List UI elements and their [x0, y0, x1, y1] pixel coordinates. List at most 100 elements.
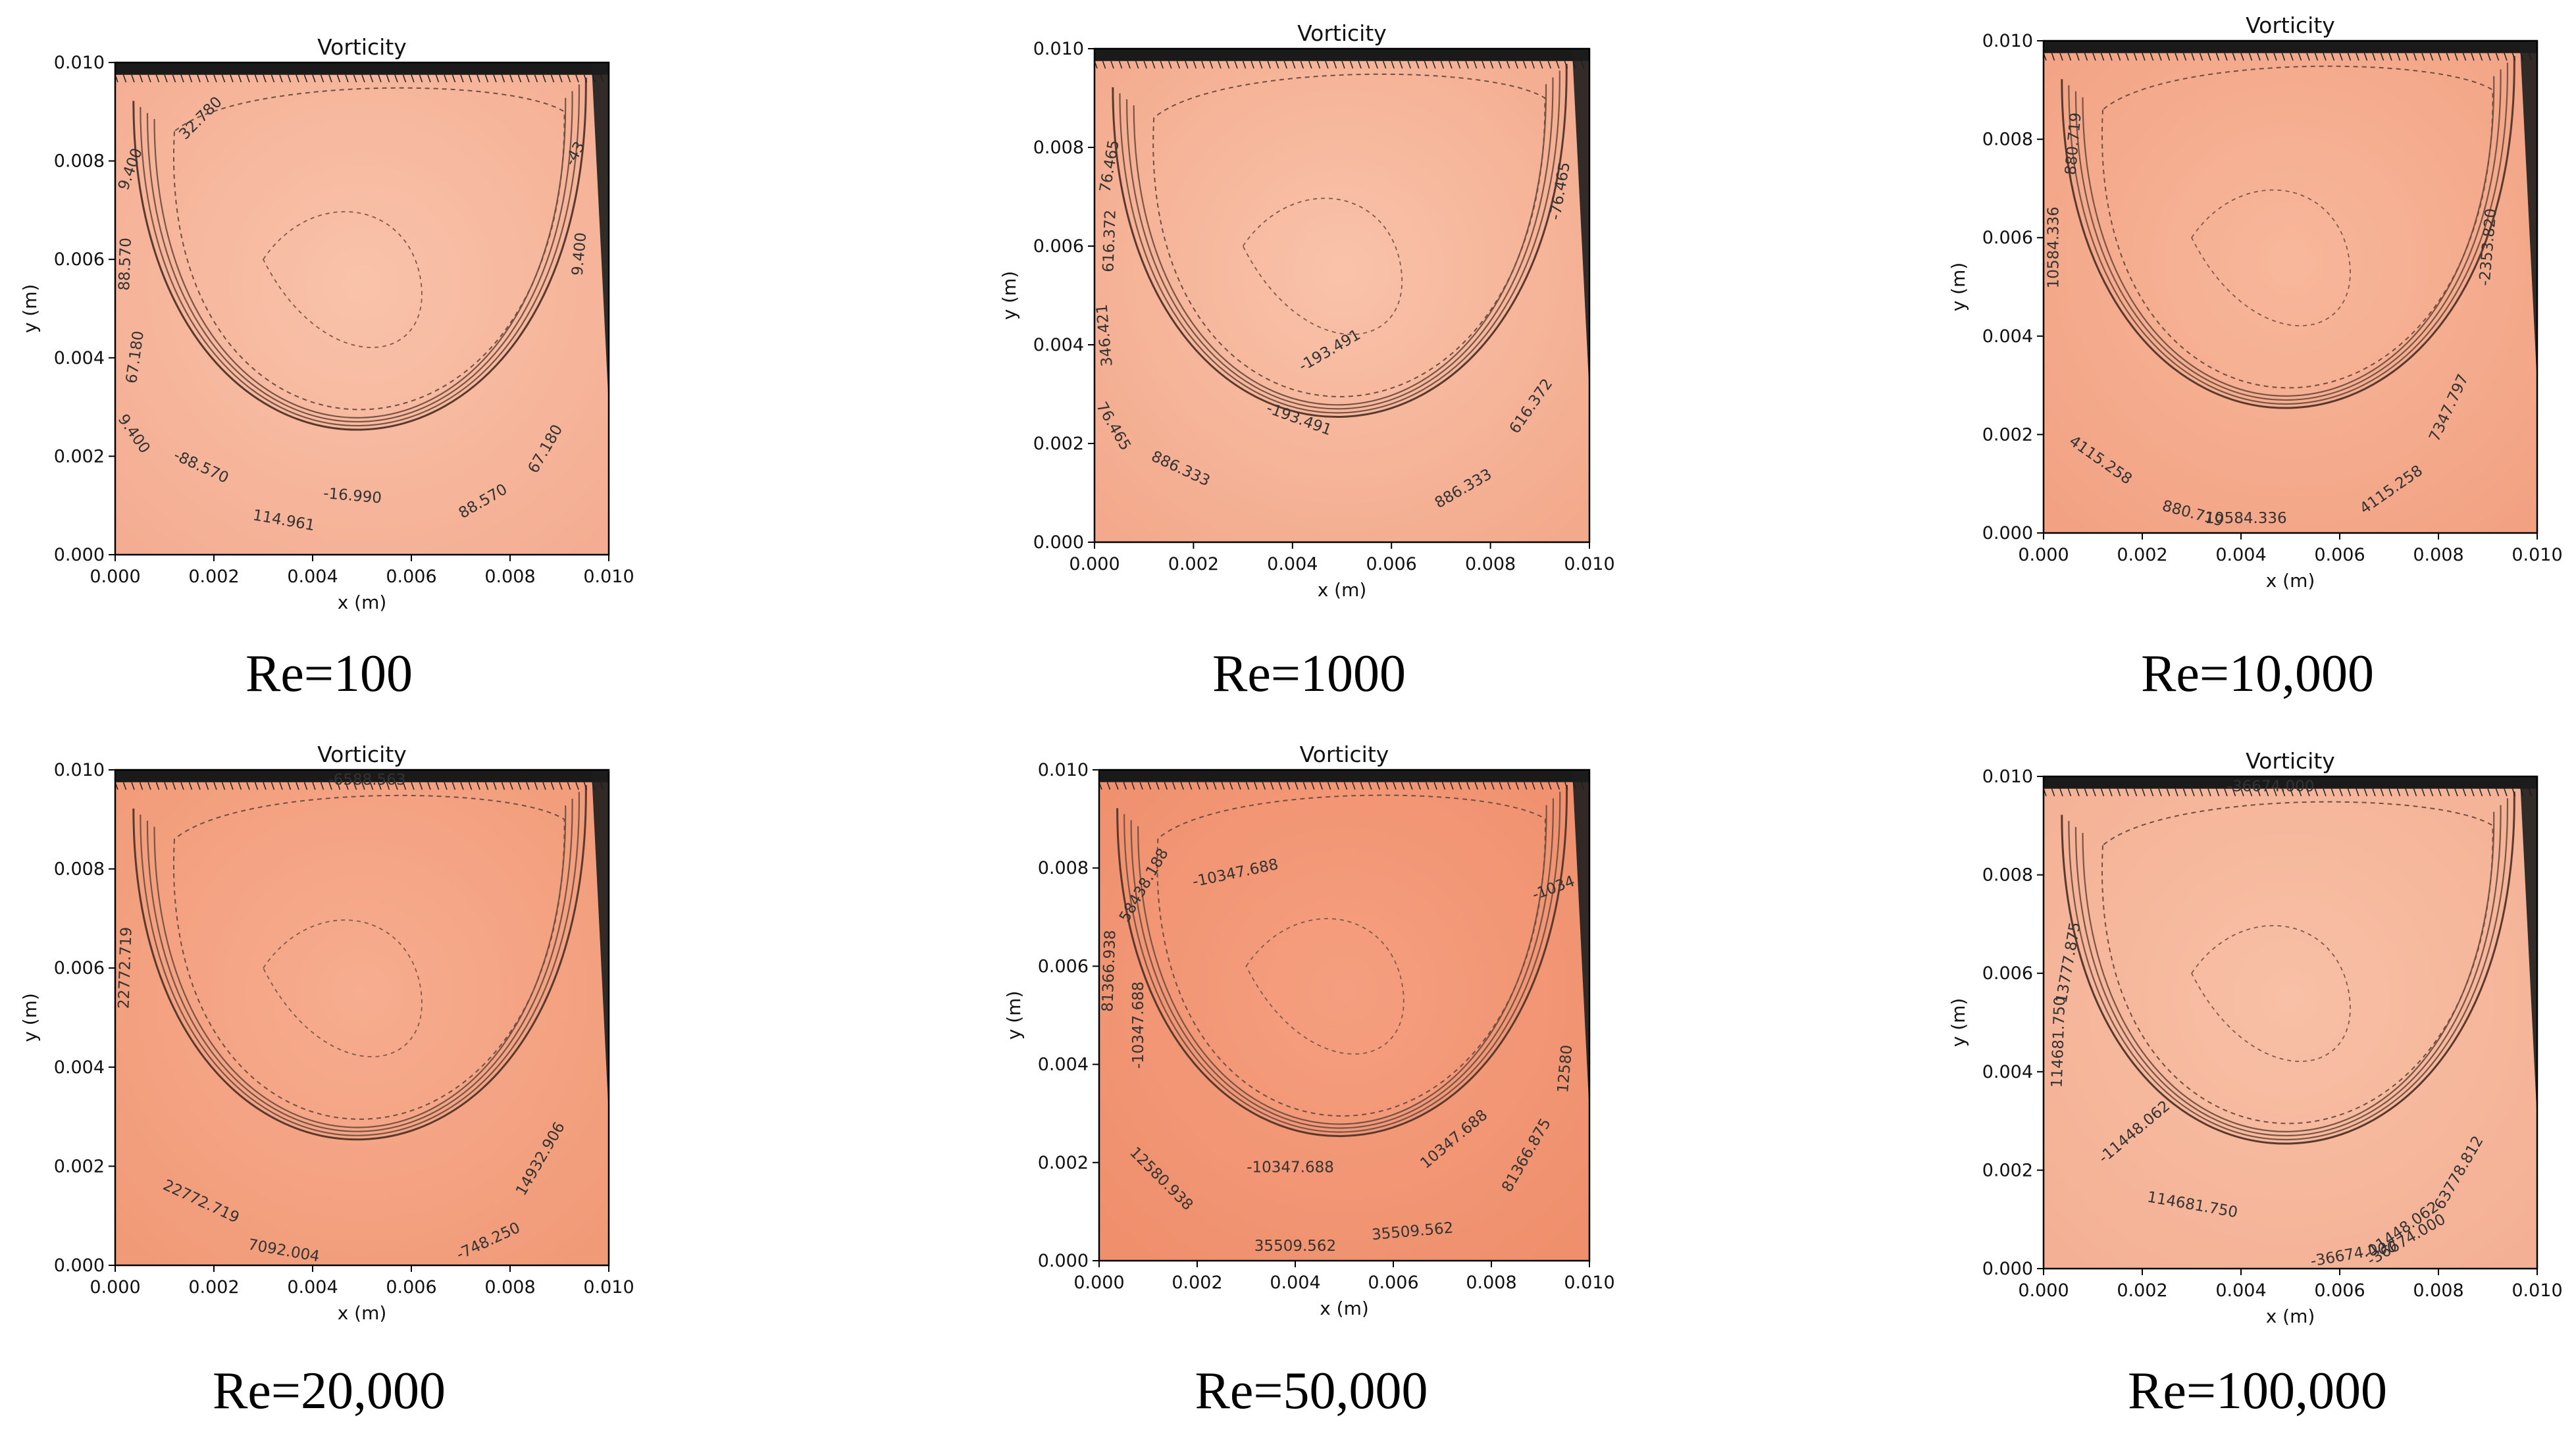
lid-shear-layer	[1523, 782, 1528, 790]
lid-shear-layer	[509, 782, 513, 790]
lid-shear-layer	[517, 74, 522, 83]
lid-shear-layer	[2092, 788, 2096, 797]
lid-shear-layer	[1425, 782, 1430, 790]
lid-shear-layer	[246, 782, 250, 790]
lid-shear-layer	[2356, 53, 2359, 61]
lid-shear-layer	[2067, 788, 2072, 797]
x-tick-label: 0.000	[1069, 554, 1120, 574]
lid-shear-layer	[164, 782, 168, 790]
lid-shear-layer	[2421, 788, 2425, 797]
lid-shear-layer	[336, 74, 341, 83]
panel-caption: Re=100	[245, 645, 413, 703]
lid-shear-layer	[2495, 788, 2500, 797]
lid-shear-layer	[254, 782, 259, 790]
lid-shear-layer	[1474, 782, 1478, 790]
lid-shear-layer	[444, 74, 448, 83]
lid-shear-layer	[1531, 61, 1535, 69]
lid-shear-layer	[345, 782, 349, 790]
lid-shear-layer	[1556, 61, 1560, 69]
x-tick-label: 0.002	[188, 1277, 239, 1298]
plot-frame	[1093, 47, 1591, 544]
lid-shear-layer	[1433, 782, 1437, 790]
lid-shear-layer	[2495, 53, 2500, 61]
contour-label: 114681.750	[2049, 996, 2069, 1088]
chart-panel: 13777.875114681.750-11448.062114681.750-…	[1947, 748, 2563, 1420]
y-tick-label: 0.000	[54, 1255, 105, 1276]
lid-shear-layer	[1482, 782, 1487, 790]
lid-shear-layer	[1292, 61, 1296, 69]
lid-shear-layer	[2109, 53, 2113, 61]
x-tick-label: 0.008	[484, 567, 535, 587]
lid-shear-layer	[115, 63, 609, 75]
x-tick-label: 0.006	[1366, 554, 1417, 574]
lid-shear-layer	[1250, 61, 1254, 69]
lid-shear-layer	[1302, 782, 1307, 790]
lid-shear-layer	[2273, 788, 2277, 797]
lid-shear-layer	[279, 74, 283, 83]
contour-line	[2061, 792, 2515, 1145]
x-tick-label: 0.010	[2512, 545, 2562, 565]
lid-shear-layer	[394, 74, 398, 83]
lid-shear-layer	[369, 74, 374, 83]
lid-shear-layer	[296, 74, 299, 83]
lid-shear-layer	[1221, 782, 1225, 790]
lid-shear-layer	[2207, 53, 2211, 61]
lid-shear-layer	[1127, 61, 1131, 69]
contour-line	[2061, 56, 2515, 409]
lid-shear-layer	[1532, 782, 1535, 790]
lid-shear-layer	[2290, 788, 2294, 797]
lid-shear-layer	[213, 74, 217, 83]
lid-shear-layer	[542, 74, 546, 83]
lid-shear-layer	[1201, 61, 1205, 69]
lid-shear-layer	[131, 782, 135, 790]
lid-shear-layer	[1327, 782, 1331, 790]
right-wall-boundary-layer	[2519, 41, 2537, 386]
lid-shear-layer	[493, 782, 497, 790]
lid-shear-layer	[1147, 782, 1152, 790]
lid-shear-layer	[336, 782, 341, 790]
lid-shear-layer	[386, 74, 390, 83]
lid-shear-layer	[312, 74, 316, 83]
lid-shear-layer	[1267, 61, 1271, 69]
lid-shear-layer	[2339, 788, 2343, 797]
contour-line	[172, 87, 565, 411]
lid-shear-layer	[1123, 782, 1127, 790]
lid-shear-layer	[2224, 53, 2228, 61]
y-tick-label: 0.010	[54, 53, 105, 73]
lid-shear-layer	[279, 782, 283, 790]
contour-label: 88.570	[116, 238, 135, 291]
lid-shear-layer	[2232, 788, 2236, 797]
y-axis-label: y (m)	[1003, 991, 1025, 1040]
lid-shear-layer	[1506, 61, 1510, 69]
lid-shear-layer	[180, 74, 184, 83]
y-tick-label: 0.010	[1982, 767, 2033, 787]
panel-caption: Re=100,000	[2128, 1362, 2387, 1420]
lid-shear-layer	[1316, 61, 1321, 69]
lid-shear-layer	[2356, 788, 2359, 797]
contour-label: 12580	[1555, 1044, 1576, 1094]
lid-shear-layer	[1319, 782, 1324, 790]
lid-shear-layer	[2347, 53, 2352, 61]
lid-shear-layer	[451, 782, 456, 790]
y-axis-label: y (m)	[19, 993, 41, 1042]
lid-shear-layer	[2240, 53, 2244, 61]
lid-shear-layer	[230, 782, 234, 790]
y-tick-label: 0.006	[1038, 956, 1089, 976]
lid-shear-layer	[2215, 53, 2220, 61]
lid-shear-layer	[2059, 788, 2063, 797]
lid-shear-layer	[1514, 61, 1518, 69]
lid-shear-layer	[1374, 61, 1378, 69]
lid-shear-layer	[213, 782, 217, 790]
lid-shear-layer	[2166, 788, 2171, 797]
lid-shear-layer	[1539, 61, 1543, 69]
y-tick-label: 0.006	[54, 958, 105, 978]
lid-shear-layer	[2232, 53, 2236, 61]
contour-line	[2190, 924, 2351, 1062]
plot-frame	[114, 769, 610, 1267]
y-tick-label: 0.002	[54, 446, 105, 467]
lid-shear-layer	[369, 782, 374, 790]
x-tick-label: 0.006	[386, 567, 436, 587]
x-tick-label: 0.008	[2413, 1280, 2463, 1301]
lid-shear-layer	[2396, 788, 2401, 797]
